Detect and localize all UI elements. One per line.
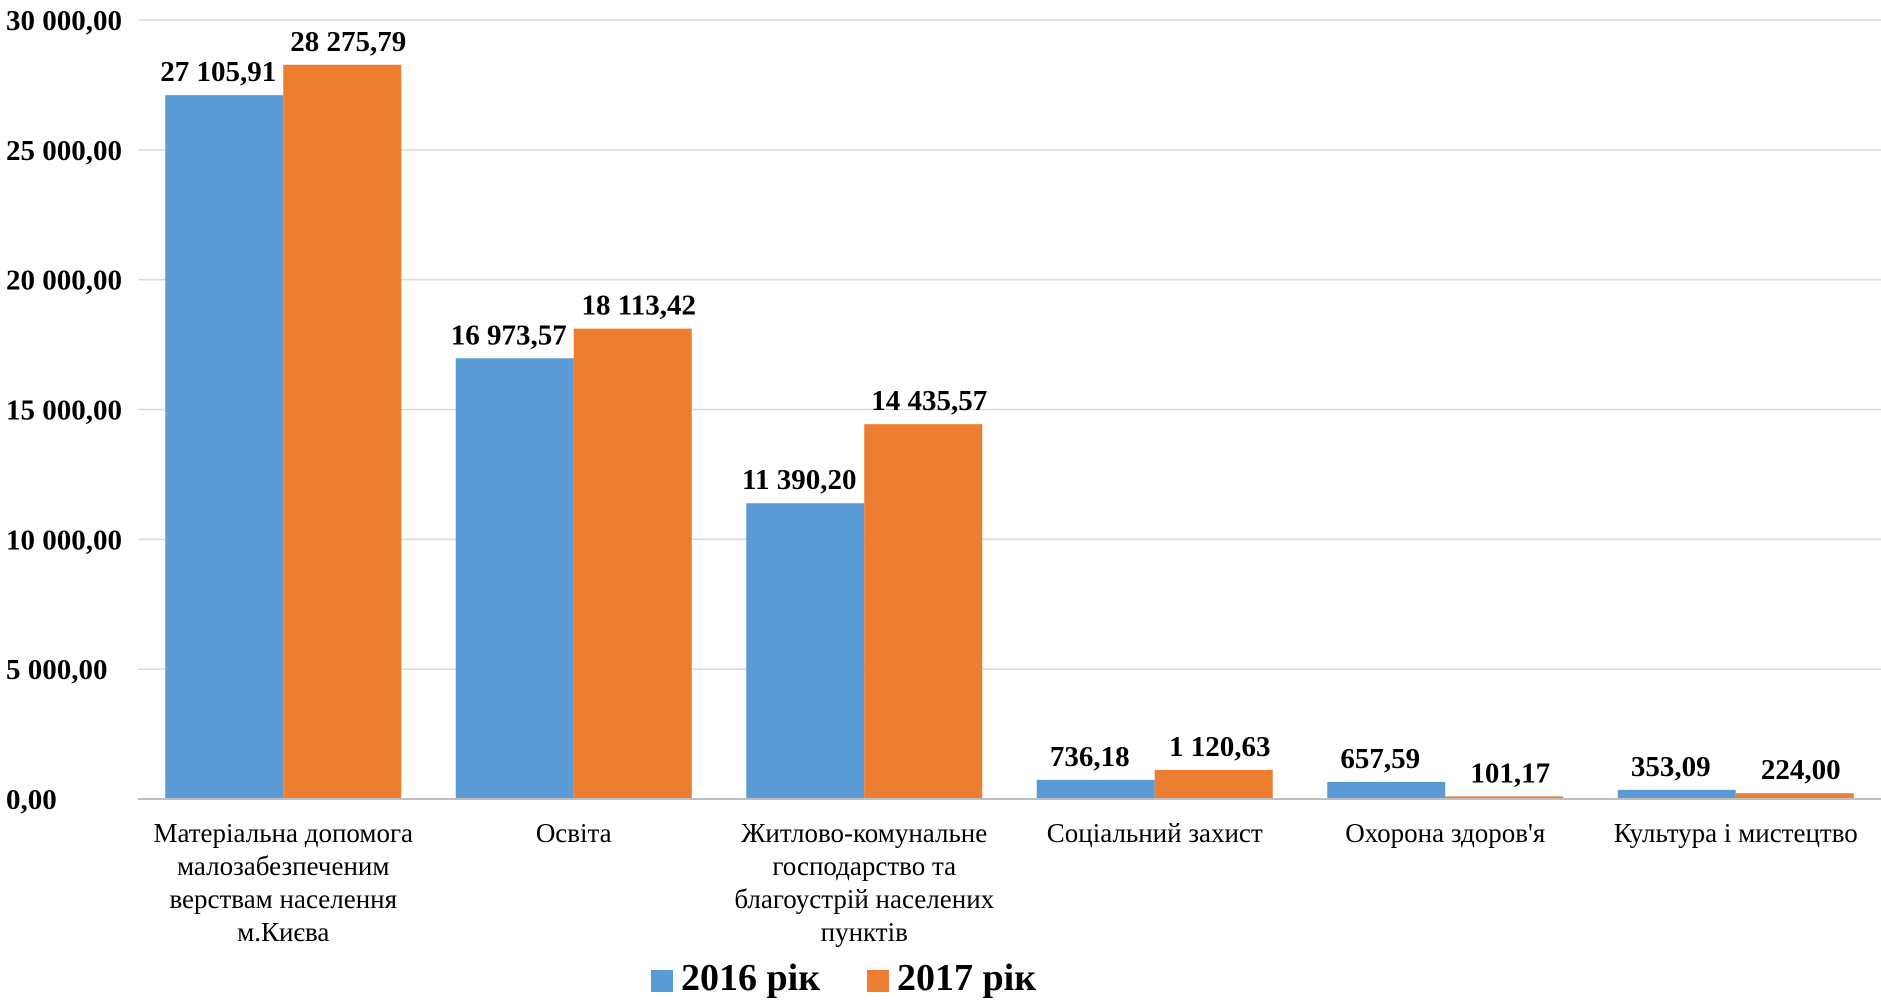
bar-series2 [1735, 793, 1854, 799]
legend-label: 2017 рік [897, 957, 1036, 999]
y-tick-label: 15 000,00 [6, 395, 122, 427]
bar-series2 [283, 64, 402, 800]
x-category-label: Освіта [536, 818, 612, 848]
bar-series2 [1445, 796, 1564, 799]
bars [165, 64, 1854, 800]
data-label: 736,18 [1050, 741, 1130, 773]
bar-series1 [1327, 781, 1446, 799]
data-labels: 27 105,91 28 275,79 16 973,57 18 113,42 11 3… [160, 26, 1840, 790]
y-tick-label: 20 000,00 [6, 265, 122, 297]
data-label: 18 113,42 [582, 290, 696, 322]
bar-series1 [1036, 779, 1155, 799]
bar-series2 [864, 424, 983, 799]
data-label: 1 120,63 [1169, 731, 1271, 763]
data-label: 657,59 [1340, 743, 1420, 775]
y-tick-label: 0,00 [6, 784, 57, 816]
data-label: 16 973,57 [451, 319, 567, 351]
y-tick-label: 30 000,00 [6, 5, 122, 37]
y-tick-label: 5 000,00 [6, 654, 108, 686]
x-category-label: Житлово-комунальне господарство та благоус… [734, 818, 994, 947]
x-category-label: Культура і мистецтво [1614, 818, 1858, 848]
legend-swatch [867, 970, 889, 992]
gridlines [138, 19, 1881, 670]
x-category-label: Охорона здоров'я [1345, 818, 1545, 848]
bar-series1 [746, 503, 865, 799]
bar-series1 [1617, 789, 1736, 799]
bar-series2 [1154, 769, 1273, 799]
legend-swatch [651, 970, 673, 992]
x-category-label: Матеріальна допомога малозабезпеченим верс… [153, 818, 413, 947]
data-label: 101,17 [1470, 757, 1550, 789]
data-label: 224,00 [1761, 754, 1841, 786]
x-category-label: Соціальний захист [1047, 818, 1263, 848]
y-axis: 0,00 5 000,00 10 000,00 15 000,00 20 000,00 2… [6, 5, 122, 816]
data-label: 14 435,57 [871, 385, 987, 417]
bar-series2 [573, 328, 692, 799]
y-tick-label: 10 000,00 [6, 524, 122, 556]
data-label: 27 105,91 [160, 56, 276, 88]
bar-series1 [455, 358, 574, 799]
legend-label: 2016 рік [681, 957, 820, 999]
data-label: 11 390,20 [742, 464, 856, 496]
bar-series1 [165, 95, 284, 799]
x-axis: Матеріальна допомога малозабезпеченим верс… [138, 798, 1881, 947]
legend: 2016 рік 2017 рік [651, 957, 1036, 999]
data-label: 353,09 [1631, 751, 1711, 783]
y-tick-label: 25 000,00 [6, 135, 122, 167]
data-label: 28 275,79 [290, 26, 406, 58]
